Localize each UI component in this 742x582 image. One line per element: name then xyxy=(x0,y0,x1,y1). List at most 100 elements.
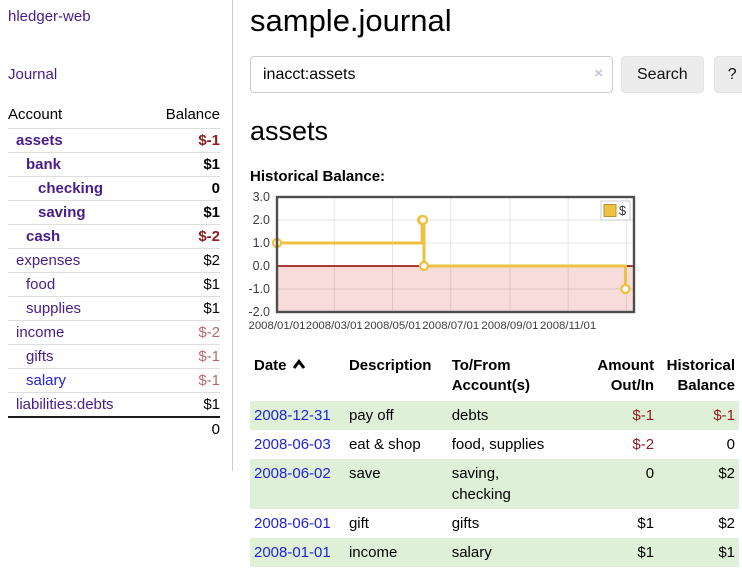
transaction-date-link[interactable]: 2008-06-01 xyxy=(254,515,331,532)
transaction-date-link[interactable]: 2008-12-31 xyxy=(254,407,331,424)
account-row: saving $1 xyxy=(8,200,220,225)
page-title: sample.journal xyxy=(250,3,452,38)
transaction-balance: $2 xyxy=(718,515,735,532)
account-row: expenses $2 xyxy=(8,248,220,273)
account-balance: $-2 xyxy=(148,224,220,249)
account-row: cash $-2 xyxy=(8,224,220,249)
svg-text:2008/11/01: 2008/11/01 xyxy=(540,320,596,332)
help-button[interactable]: ? xyxy=(713,56,742,93)
balance-header: Balance xyxy=(165,106,220,123)
account-row: supplies $1 xyxy=(8,296,220,321)
date-header-label: Date xyxy=(254,357,287,374)
transaction-description: income xyxy=(348,544,398,561)
accounts-tbody: assets $-1 bank $1 checking 0 saving $1 cash $-2 e… xyxy=(8,128,220,441)
svg-text:2008/01/01: 2008/01/01 xyxy=(248,320,305,332)
account-row: income $-2 xyxy=(8,320,220,345)
transaction-date-link[interactable]: 2008-06-03 xyxy=(254,436,331,453)
transaction-balance: 0 xyxy=(726,436,735,453)
transaction-accounts: gifts xyxy=(451,515,480,532)
transaction-amount: $-2 xyxy=(632,436,655,453)
balance-column-header: Historical Balance xyxy=(658,353,739,401)
sidebar: hledger-web Journal Account Balance asse… xyxy=(0,0,233,471)
account-link[interactable]: bank xyxy=(26,156,62,173)
account-balance: $1 xyxy=(148,152,220,177)
transaction-row: 2008-12-31 pay off debts $-1 $-1 xyxy=(250,401,739,430)
account-row: assets $-1 xyxy=(8,128,220,153)
register-header-row: Date Description To/From Account(s) Amou… xyxy=(250,353,739,401)
journal-link[interactable]: Journal xyxy=(8,66,58,83)
description-column-header: Description xyxy=(348,357,432,374)
transaction-row: 2008-06-02 save saving, checking 0 $2 xyxy=(250,459,739,509)
tofrom-header-line2: Account(s) xyxy=(451,377,531,394)
register-tbody: 2008-12-31 pay off debts $-1 $-1 2008-06-03 ea… xyxy=(250,401,739,567)
account-link[interactable]: gifts xyxy=(26,348,54,365)
transaction-amount: 0 xyxy=(645,465,655,482)
transaction-row: 2008-06-03 eat & shop food, supplies $-2 0 xyxy=(250,430,739,459)
account-balance: $1 xyxy=(148,272,220,297)
account-link[interactable]: salary xyxy=(26,372,67,389)
tofrom-header-line1: To/From xyxy=(451,357,511,374)
total-balance: 0 xyxy=(148,416,220,441)
tofrom-column-header: To/From Account(s) xyxy=(448,353,594,401)
accounts-header: Account xyxy=(8,106,63,123)
account-link[interactable]: assets xyxy=(16,132,63,149)
account-balance: $1 xyxy=(148,200,220,225)
search-bar: × Search ? xyxy=(250,56,742,93)
account-balance: $-1 xyxy=(148,128,220,153)
hledger-web-app: hledger-web Journal Account Balance asse… xyxy=(0,0,742,567)
transaction-date-link[interactable]: 2008-01-01 xyxy=(254,544,331,561)
historical-balance-chart: $3.0 2.0 1.0 0.0 -1.0 -2.0 2008/01/01 2008/03/0… xyxy=(243,190,742,343)
amount-column-header: Amount Out/In xyxy=(593,353,658,401)
search-input-wrap: × xyxy=(250,56,613,93)
search-button[interactable]: Search xyxy=(621,56,704,93)
transaction-accounts: saving, checking xyxy=(451,465,511,503)
transaction-accounts: debts xyxy=(451,407,489,424)
account-balance: 0 xyxy=(148,176,220,201)
account-row: salary $-1 xyxy=(8,368,220,393)
account-balance: $-2 xyxy=(148,320,220,345)
svg-text:-2.0: -2.0 xyxy=(248,305,270,319)
balance-header-line2: Balance xyxy=(677,377,735,394)
clear-search-icon[interactable]: × xyxy=(594,65,603,82)
register-table: Date Description To/From Account(s) Amou… xyxy=(250,353,739,567)
transaction-amount: $-1 xyxy=(632,407,655,424)
account-row: food $1 xyxy=(8,272,220,297)
account-heading: assets xyxy=(250,116,329,146)
account-link[interactable]: supplies xyxy=(26,300,82,317)
transaction-row: 2008-01-01 income salary $1 $1 xyxy=(250,538,739,567)
account-balance: $-1 xyxy=(148,368,220,393)
transaction-description: gift xyxy=(348,515,369,532)
accounts-table: Account Balance assets $-1 bank $1 checking 0… xyxy=(8,102,220,441)
svg-text:2008/09/01: 2008/09/01 xyxy=(481,320,538,332)
search-input[interactable] xyxy=(250,56,613,93)
balance-header-line1: Historical xyxy=(666,357,735,374)
transaction-description: eat & shop xyxy=(348,436,421,453)
account-link[interactable]: food xyxy=(26,276,56,293)
total-row: 0 xyxy=(8,416,220,441)
account-link[interactable]: checking xyxy=(38,180,104,197)
account-link[interactable]: income xyxy=(16,324,65,341)
app-title-link[interactable]: hledger-web xyxy=(8,8,91,25)
account-link[interactable]: cash xyxy=(26,228,61,245)
transaction-balance: $1 xyxy=(718,544,735,561)
transaction-date-link[interactable]: 2008-06-02 xyxy=(254,465,331,482)
account-link[interactable]: liabilities:debts xyxy=(16,396,114,413)
transaction-amount: $1 xyxy=(637,515,655,532)
svg-text:2008/05/01: 2008/05/01 xyxy=(364,320,421,332)
account-row: gifts $-1 xyxy=(8,344,220,369)
amount-header-line2: Out/In xyxy=(610,377,655,394)
transaction-description: save xyxy=(348,465,381,482)
account-link[interactable]: expenses xyxy=(16,252,81,269)
transaction-accounts: salary xyxy=(451,544,492,561)
svg-text:2008/03/01: 2008/03/01 xyxy=(306,320,363,332)
account-link[interactable]: saving xyxy=(38,204,86,221)
svg-text:$: $ xyxy=(619,204,626,218)
sort-ascending-icon xyxy=(292,356,306,376)
svg-text:3.0: 3.0 xyxy=(253,191,270,204)
account-balance: $1 xyxy=(148,296,220,321)
account-balance: $1 xyxy=(148,392,220,417)
account-balance: $2 xyxy=(148,248,220,273)
account-row: liabilities:debts $1 xyxy=(8,392,220,417)
svg-text:2008/07/01: 2008/07/01 xyxy=(422,320,479,332)
svg-text:2.0: 2.0 xyxy=(253,213,270,227)
